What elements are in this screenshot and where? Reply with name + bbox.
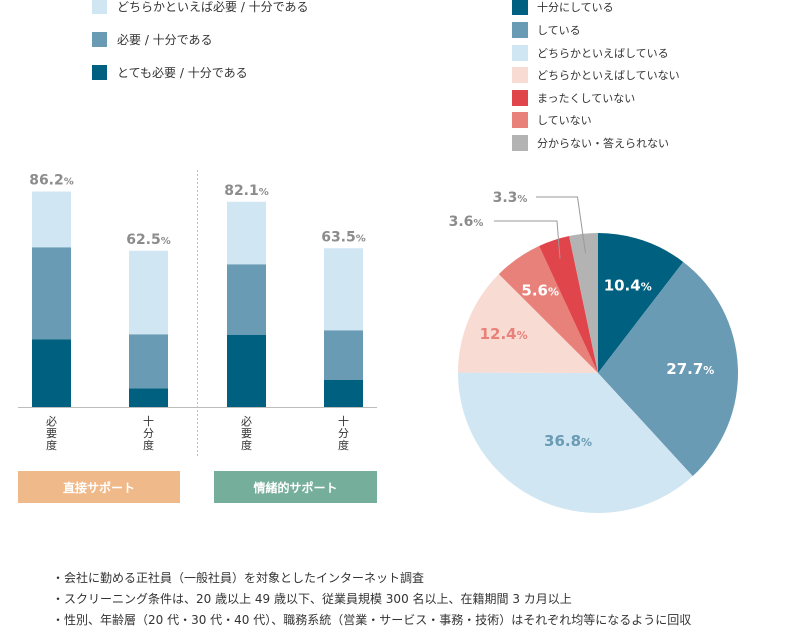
legend-swatch: [512, 90, 528, 106]
legend-item-yes: 必要 / 十分である: [92, 31, 213, 48]
legend-swatch: [512, 67, 528, 83]
legend-swatch: [92, 65, 107, 80]
category-label-char: 度: [338, 438, 349, 452]
legend-item-5: していない: [512, 112, 592, 128]
category-label-char: 度: [241, 438, 252, 452]
legend-label: どちらかといえばしている: [537, 47, 669, 60]
legend-swatch: [92, 32, 107, 47]
group-band-label: 直接サポート: [62, 480, 135, 495]
pie-slice-4: [498, 246, 598, 373]
bar-segment-0: [227, 335, 266, 407]
pie-slice-2: [458, 372, 693, 513]
pie-value-label: 5.6%: [521, 281, 559, 299]
legend-item-0: 十分にしている: [512, 0, 614, 15]
pie-slice-6: [569, 233, 598, 373]
legend-label: まったくしていない: [537, 92, 636, 105]
bar-segment-2: [129, 250, 168, 335]
bar-segment-1: [227, 264, 266, 335]
bar-segment-2: [227, 201, 266, 265]
legend-label: していない: [537, 114, 592, 127]
legend-item-3: どちらかといえばしていない: [512, 67, 680, 83]
category-label-char: 必: [241, 415, 252, 428]
legend-swatch: [512, 45, 528, 61]
legend-label: 必要 / 十分である: [117, 33, 213, 47]
bar-total-label: 62.5%: [126, 232, 171, 248]
legend-label: どちらかといえばしていない: [537, 69, 680, 82]
note-line: ・性別、年齢層（20 代・30 代・40 代）、職務系統（営業・サービス・事務・…: [52, 613, 692, 627]
bar-total-label: 86.2%: [29, 173, 74, 189]
pie-slice-0: [598, 233, 684, 373]
pie-value-label: 27.7%: [666, 360, 714, 378]
category-label-char: 度: [143, 438, 154, 452]
legend-item-6: 分からない・答えられない: [512, 135, 669, 151]
pie-value-label: 12.4%: [480, 325, 528, 343]
bar-total-label: 82.1%: [224, 183, 269, 199]
category-label-char: 要: [46, 427, 57, 440]
pie-value-label: 3.6%: [449, 214, 484, 230]
note-line: ・スクリーニング条件は、20 歳以上 49 歳以下、従業員規模 300 名以上、…: [52, 592, 572, 606]
bar-segment-0: [129, 388, 168, 407]
legend-label: とても必要 / 十分である: [117, 66, 248, 80]
legend-swatch: [512, 112, 528, 128]
category-label-char: 十: [338, 414, 349, 428]
category-label-char: 分: [143, 427, 154, 440]
pie-chart: 10.4% 27.7% 36.8% 12.4% 5.6% 3.6% 3.3%: [449, 190, 738, 513]
survey-notes: ・会社に勤める正社員（一般社員）を対象としたインターネット調査 ・スクリーニング…: [52, 570, 691, 633]
note-line: ・会社に勤める正社員（一般社員）を対象としたインターネット調査: [52, 571, 425, 585]
legend-swatch: [512, 22, 528, 38]
legend-label: どちらかといえば必要 / 十分である: [117, 0, 309, 14]
category-label-char: 度: [46, 438, 57, 452]
bar-segment-0: [324, 380, 363, 407]
legend-swatch: [512, 135, 528, 151]
group-band-direct-support: 直接サポート: [18, 471, 180, 503]
bar-segment-2: [32, 191, 71, 248]
legend-item-very: とても必要 / 十分である: [92, 64, 248, 81]
bar-segment-0: [32, 339, 71, 407]
leader-line: [536, 196, 587, 254]
legend-label: 分からない・答えられない: [537, 137, 669, 150]
category-label-char: 必: [46, 415, 57, 428]
pie-value-label: 36.8%: [544, 432, 592, 450]
bar-total-label: 63.5%: [321, 229, 366, 245]
pie-slice-3: [458, 274, 598, 373]
group-band-emotional-support: 情緒的サポート: [214, 471, 377, 503]
group-band-label: 情緒的サポート: [253, 480, 338, 495]
leader-line: [494, 220, 561, 259]
legend-item-2: どちらかといえばしている: [512, 45, 669, 61]
bar-segment-1: [324, 330, 363, 380]
legend-swatch: [512, 0, 528, 15]
legend-label: 十分にしている: [537, 1, 614, 14]
bar-segment-1: [32, 247, 71, 340]
category-label-char: 分: [338, 427, 349, 440]
category-label-char: 要: [241, 427, 252, 440]
pie-value-label: 3.3%: [493, 190, 528, 206]
legend-item-1: している: [512, 22, 581, 38]
legend-swatch: [92, 0, 107, 14]
bar-segment-2: [324, 248, 363, 331]
bar-segment-1: [129, 334, 168, 389]
pie-slice-1: [598, 261, 738, 477]
pie-slice-5: [539, 236, 598, 373]
legend-item-somewhat: どちらかといえば必要 / 十分である: [92, 0, 309, 15]
category-label-char: 十: [143, 414, 154, 428]
pie-value-label: 10.4%: [604, 277, 652, 295]
legend-item-4: まったくしていない: [512, 90, 635, 106]
legend-label: している: [537, 24, 581, 37]
